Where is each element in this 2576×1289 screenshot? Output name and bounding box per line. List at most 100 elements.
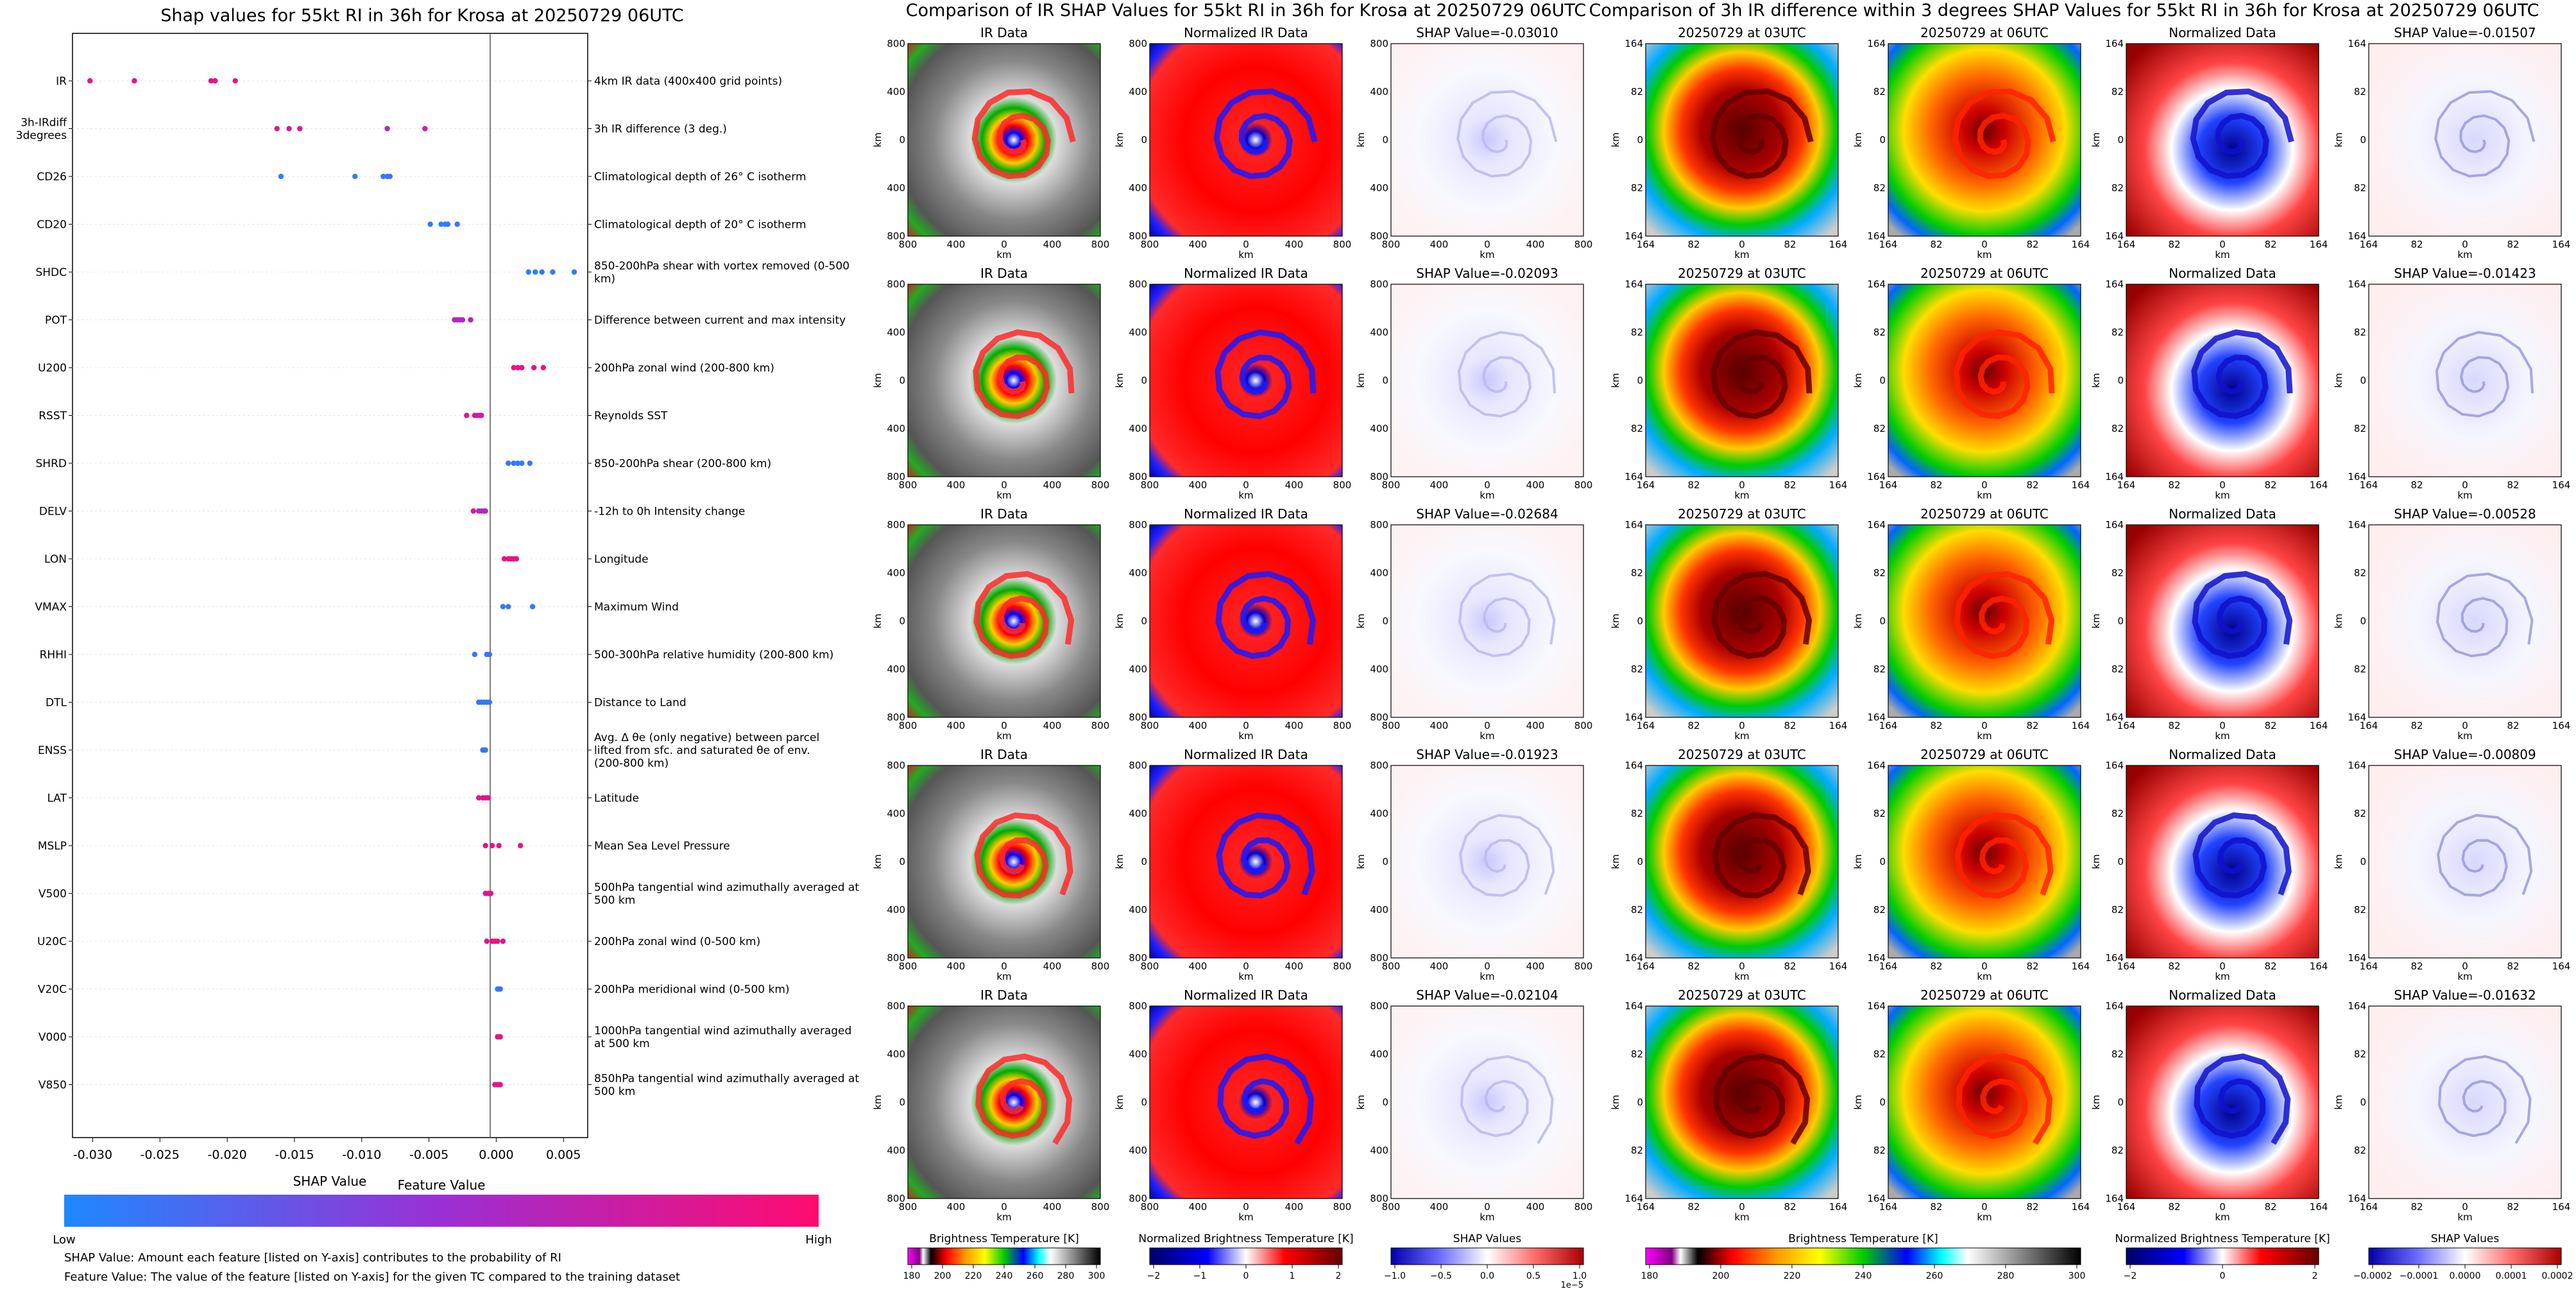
panel-title: Normalized IR Data (1184, 506, 1308, 522)
svg-text:0: 0 (2219, 1201, 2226, 1213)
svg-text:164: 164 (2348, 1000, 2366, 1012)
svg-text:82: 82 (1873, 1145, 1886, 1156)
normalized-ir-image (1149, 765, 1343, 959)
svg-text:800: 800 (887, 760, 905, 771)
svg-text:0: 0 (1382, 375, 1388, 386)
svg-text:800: 800 (1091, 239, 1110, 250)
feature-description: 850-200hPa shear with vortex removed (0-… (594, 260, 849, 286)
x-tick-label: 0.005 (546, 1148, 581, 1162)
panel-title: SHAP Value=-0.02104 (1416, 987, 1558, 1003)
panel-title: SHAP Value=-0.02093 (1416, 266, 1558, 281)
svg-text:800: 800 (887, 278, 905, 290)
y-axis-label: km (1114, 613, 1125, 628)
ir-06utc-image (1888, 524, 2081, 718)
ir-data-image (907, 43, 1101, 237)
svg-text:400: 400 (1526, 960, 1545, 972)
shap-point (511, 364, 516, 371)
svg-text:0: 0 (1879, 1097, 1886, 1108)
colorbar-tick: 240 (996, 1271, 1013, 1281)
feature-label: U20C (37, 935, 67, 948)
diff-shap-image (2368, 765, 2562, 959)
summary-title: Shap values for 55kt RI in 36h for Krosa… (160, 6, 684, 26)
svg-text:82: 82 (2354, 182, 2366, 194)
colorbar-tick: 0.0002 (2542, 1271, 2573, 1281)
panel-title: IR Data (980, 25, 1028, 40)
x-axis-label: km (996, 1211, 1011, 1223)
y-axis-label: km (1610, 373, 1621, 388)
panel-title: SHAP Value=-0.02684 (1416, 506, 1558, 522)
panel-title: Normalized Data (2169, 747, 2276, 762)
svg-text:800: 800 (887, 38, 905, 49)
svg-text:400: 400 (1189, 479, 1207, 491)
panel-title: 20250729 at 06UTC (1920, 25, 2049, 40)
y-axis-label: km (1114, 132, 1125, 147)
svg-text:82: 82 (2111, 567, 2124, 579)
svg-text:82: 82 (2507, 720, 2519, 731)
svg-text:400: 400 (887, 182, 905, 194)
svg-text:82: 82 (1873, 1048, 1886, 1060)
svg-text:82: 82 (1873, 808, 1886, 819)
panel-title: SHAP Value=-0.01923 (1416, 747, 1558, 762)
svg-text:0: 0 (1382, 615, 1388, 627)
shap-point (438, 221, 444, 227)
shap-point (482, 508, 488, 514)
colorbar-tick: 280 (1057, 1271, 1075, 1281)
colorbar-tick: 0.0001 (2496, 1271, 2527, 1281)
svg-text:800: 800 (899, 720, 917, 731)
svg-text:82: 82 (2507, 960, 2519, 972)
svg-text:82: 82 (1687, 479, 1700, 491)
shap-point (488, 891, 494, 896)
x-axis-label: km (2457, 1211, 2472, 1223)
svg-text:164: 164 (1625, 230, 1643, 242)
x-axis-label: km (1977, 249, 1992, 260)
svg-text:82: 82 (2354, 808, 2366, 819)
svg-text:164: 164 (1625, 278, 1643, 290)
y-axis-label: km (2090, 1095, 2102, 1109)
feature-description: Reynolds SST (594, 410, 668, 423)
svg-text:0: 0 (1243, 720, 1249, 731)
ir-03utc-image (1645, 43, 1839, 237)
svg-text:800: 800 (1370, 952, 1388, 964)
feature-description: 850hPa tangential wind azimuthally avera… (594, 1073, 859, 1098)
svg-text:800: 800 (1574, 960, 1593, 972)
feature-description: Distance to Land (594, 697, 687, 710)
shap-point (513, 556, 520, 562)
x-tick-label: -0.030 (73, 1148, 112, 1162)
panel-title: 20250729 at 03UTC (1678, 25, 1806, 40)
shap-point (533, 269, 538, 275)
diff-shap-image (2368, 1005, 2562, 1199)
x-axis-label: km (2215, 490, 2230, 501)
feature-description: 1000hPa tangential wind azimuthally aver… (594, 1025, 851, 1050)
svg-text:0: 0 (1981, 1201, 1988, 1213)
normalized-diff-image (2126, 284, 2319, 477)
svg-text:400: 400 (1370, 327, 1388, 338)
y-axis-label: km (1610, 854, 1621, 869)
svg-text:800: 800 (1129, 278, 1147, 290)
shap-point (475, 795, 482, 801)
svg-text:164: 164 (2348, 38, 2366, 49)
svg-text:164: 164 (2348, 230, 2366, 242)
shap-point (274, 126, 280, 132)
y-axis-label: km (1355, 132, 1367, 147)
shap-point (506, 604, 511, 610)
y-axis-label: km (1114, 854, 1125, 869)
svg-text:0: 0 (2219, 720, 2226, 731)
shap-point (87, 78, 93, 84)
svg-text:82: 82 (1784, 239, 1796, 250)
feature-label: SHDC (35, 266, 67, 279)
panel-title: SHAP Value=-0.01423 (2394, 266, 2536, 281)
svg-text:800: 800 (1129, 38, 1147, 49)
svg-text:400: 400 (1129, 1145, 1147, 1156)
y-axis-label: km (2333, 132, 2344, 147)
svg-text:0: 0 (2219, 239, 2226, 250)
svg-text:82: 82 (1687, 960, 1700, 972)
svg-text:164: 164 (2105, 519, 2124, 531)
colorbar-tick: −1.0 (1384, 1271, 1406, 1281)
svg-text:0: 0 (2117, 134, 2124, 146)
x-axis-label: km (1734, 249, 1749, 260)
ir-data-image (907, 524, 1101, 718)
svg-text:164: 164 (2072, 479, 2090, 491)
svg-text:164: 164 (1867, 952, 1886, 964)
y-axis-label: km (1610, 613, 1621, 628)
colorbar-label: Normalized Brightness Temperature [K] (2115, 1233, 2330, 1245)
